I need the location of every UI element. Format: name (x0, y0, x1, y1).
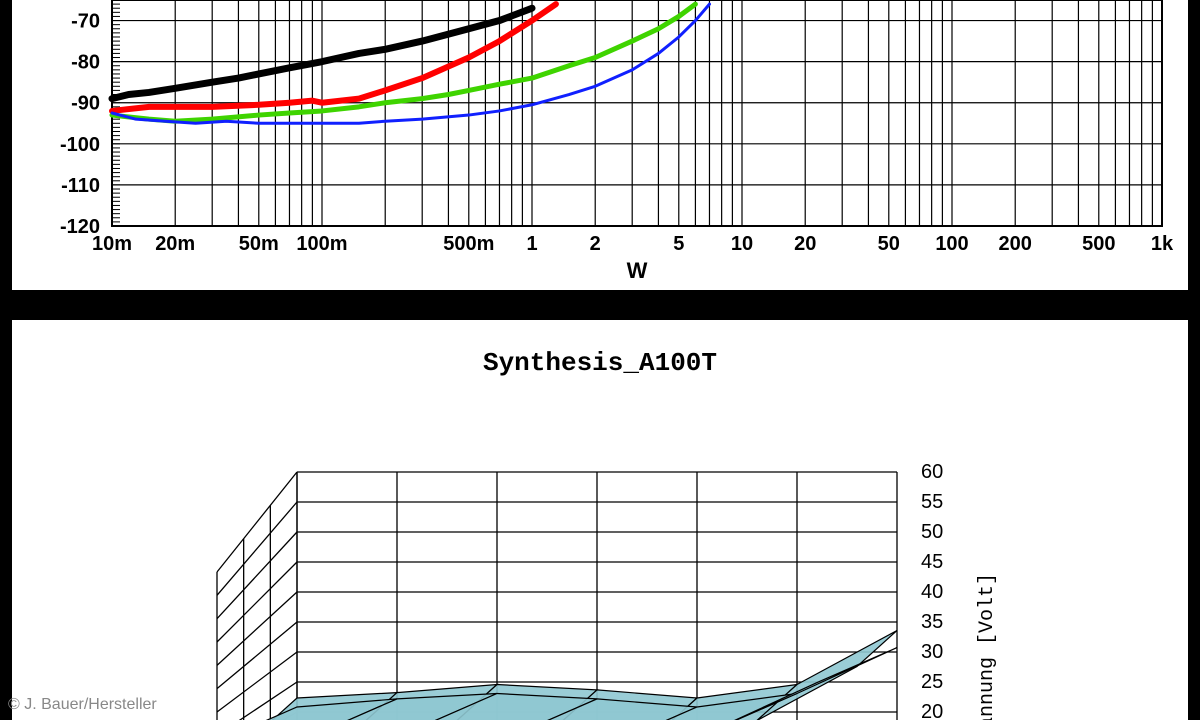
svg-text:5: 5 (673, 233, 684, 255)
distortion-vs-power-chart: -70-80-90-100-110-12010m20m50m100m500m12… (12, 0, 1188, 290)
svg-text:W: W (627, 258, 648, 283)
svg-text:-100: -100 (60, 134, 100, 156)
image-credit: © J. Bauer/Hersteller (8, 696, 157, 714)
output-voltage-3d-chart: Synthesis_A100T 60555045403530252015pann… (12, 320, 1188, 720)
svg-text:500: 500 (1082, 233, 1115, 255)
svg-text:100: 100 (935, 233, 968, 255)
svg-text:2: 2 (590, 233, 601, 255)
svg-text:25: 25 (921, 671, 943, 693)
svg-text:-110: -110 (61, 175, 100, 197)
svg-text:50: 50 (921, 521, 943, 543)
svg-text:10: 10 (731, 233, 753, 255)
svg-text:20: 20 (921, 701, 943, 720)
svg-text:pannung [Volt]: pannung [Volt] (976, 573, 999, 720)
svg-text:50m: 50m (239, 233, 279, 255)
svg-text:10m: 10m (92, 233, 132, 255)
svg-text:-80: -80 (71, 52, 100, 74)
svg-text:40: 40 (921, 581, 943, 603)
svg-text:200: 200 (999, 233, 1032, 255)
svg-text:1k: 1k (1151, 233, 1174, 255)
svg-text:20: 20 (794, 233, 816, 255)
svg-text:-90: -90 (71, 93, 100, 115)
svg-text:45: 45 (921, 551, 943, 573)
svg-text:100m: 100m (296, 233, 347, 255)
svg-text:-70: -70 (71, 11, 100, 33)
svg-text:1: 1 (526, 233, 537, 255)
svg-text:50: 50 (878, 233, 900, 255)
svg-text:55: 55 (921, 491, 943, 513)
svg-text:60: 60 (921, 461, 943, 483)
svg-text:500m: 500m (443, 233, 494, 255)
chart-title: Synthesis_A100T (12, 320, 1188, 378)
svg-text:35: 35 (921, 611, 943, 633)
svg-text:20m: 20m (155, 233, 195, 255)
svg-text:30: 30 (921, 641, 943, 663)
